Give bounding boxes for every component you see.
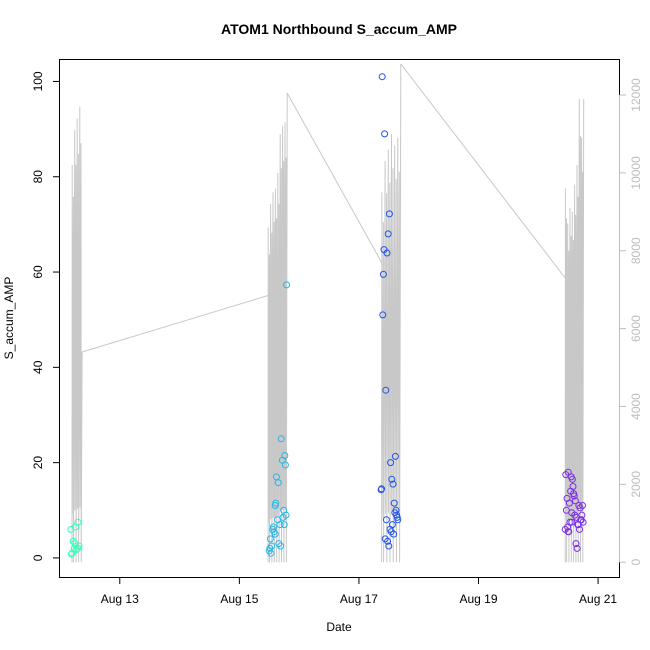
data-point <box>573 544 581 552</box>
data-point <box>562 506 570 514</box>
right-tick-label: 0 <box>629 559 643 566</box>
data-point <box>266 535 274 543</box>
data-point <box>381 535 389 543</box>
plot-area <box>67 63 587 563</box>
x-tick-label: Aug 19 <box>459 592 497 606</box>
line-connector-0 <box>81 295 269 353</box>
data-point <box>579 518 587 526</box>
data-point <box>74 544 82 552</box>
x-axis-label: Date <box>326 620 352 634</box>
data-point <box>381 130 389 138</box>
y-tick-label: 60 <box>31 265 45 279</box>
x-tick-label: Aug 15 <box>220 592 258 606</box>
right-tick-label: 2000 <box>629 471 643 498</box>
data-point <box>277 435 285 443</box>
x-tick-label: Aug 17 <box>340 592 378 606</box>
x-tick-label: Aug 21 <box>579 592 617 606</box>
data-point <box>390 499 398 507</box>
line-connector-1 <box>286 92 383 263</box>
data-point <box>276 521 284 529</box>
data-point <box>576 525 583 533</box>
data-point <box>389 480 397 488</box>
data-point <box>379 270 387 278</box>
line-burst-1 <box>267 93 288 563</box>
data-point <box>379 311 387 319</box>
y-axis: 0 20 40 60 80 100 <box>31 71 60 561</box>
data-point <box>382 386 390 394</box>
line-burst-2 <box>381 63 402 563</box>
y-tick-label: 20 <box>31 456 45 470</box>
points-layer <box>67 73 587 558</box>
y-tick-label: 40 <box>31 360 45 374</box>
data-point <box>385 542 393 550</box>
data-point <box>74 518 82 526</box>
line-burst-3 <box>564 98 585 563</box>
data-point <box>385 210 393 218</box>
data-point <box>565 499 573 507</box>
x-tick-label: Aug 13 <box>101 592 139 606</box>
data-point <box>576 504 584 512</box>
data-point <box>384 230 392 238</box>
data-point <box>279 513 287 521</box>
data-point <box>579 502 586 509</box>
data-point <box>569 483 577 490</box>
data-point <box>277 542 285 550</box>
right-tick-label: 8000 <box>629 237 643 264</box>
data-point <box>388 521 396 529</box>
right-tick-label: 6000 <box>629 315 643 342</box>
data-point <box>382 516 390 524</box>
data-point <box>266 544 274 552</box>
x-axis: Aug 13 Aug 15 Aug 17 Aug 19 Aug 21 <box>101 577 617 606</box>
right-tick-label: 12000 <box>629 78 643 112</box>
data-point <box>571 497 579 505</box>
data-point <box>568 518 576 526</box>
data-point <box>67 550 75 558</box>
data-point <box>571 511 579 519</box>
data-point <box>280 521 288 529</box>
data-point <box>271 530 279 538</box>
data-point <box>283 281 291 289</box>
data-point <box>383 249 391 257</box>
data-point <box>570 490 578 498</box>
data-point <box>377 486 385 494</box>
data-point <box>564 528 572 536</box>
data-point <box>387 459 395 467</box>
data-point <box>387 528 395 536</box>
data-point <box>274 479 282 487</box>
data-point <box>393 513 401 521</box>
data-point <box>384 537 392 545</box>
data-point <box>281 452 289 459</box>
data-point <box>267 549 275 557</box>
data-point <box>392 506 400 514</box>
data-point <box>272 499 280 507</box>
line-burst-0 <box>71 106 83 563</box>
data-point <box>572 540 580 548</box>
right-tick-label: 4000 <box>629 393 643 420</box>
data-point <box>568 475 576 483</box>
y-tick-label: 80 <box>31 170 45 184</box>
chart-title: ATOM1 Northbound S_accum_AMP <box>221 21 457 37</box>
right-tick-label: 10000 <box>629 156 643 190</box>
data-point <box>577 516 585 524</box>
line-layer <box>71 63 585 563</box>
data-point <box>388 475 396 483</box>
data-point <box>578 511 586 519</box>
y-tick-label: 0 <box>31 554 45 561</box>
data-point <box>378 73 386 81</box>
y-tick-label: 100 <box>31 71 45 91</box>
data-point <box>269 523 277 531</box>
data-point <box>391 452 399 460</box>
y-axis-label: S_accum_AMP <box>2 277 16 360</box>
line-connector-2 <box>400 63 566 279</box>
data-point <box>390 530 398 538</box>
data-point <box>281 461 289 469</box>
right-axis: 0 2000 4000 6000 8000 10000 12000 <box>619 78 643 566</box>
